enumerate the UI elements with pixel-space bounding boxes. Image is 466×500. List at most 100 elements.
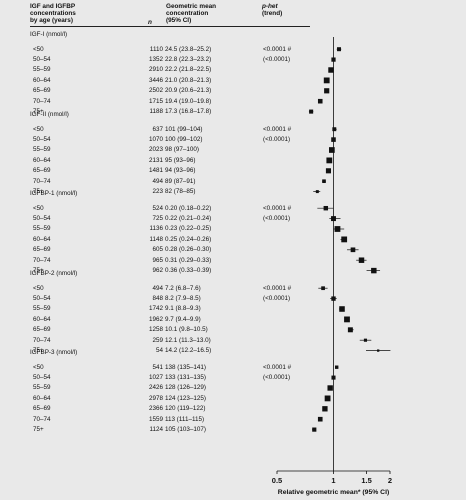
row-ci: 9.1 (8.8–9.3) (165, 305, 201, 313)
row-ci: 9.7 (9.4–9.9) (165, 315, 201, 323)
row-age: 60–64 (33, 76, 51, 84)
row-age: 60–64 (33, 235, 51, 243)
point-marker (344, 316, 350, 323)
point-marker (328, 67, 334, 73)
point-marker (315, 190, 319, 194)
header-col-label-line: IGF and IGFBP (30, 3, 76, 10)
row-age: 55–59 (33, 384, 51, 392)
row-n: 2426 (148, 384, 163, 392)
row-n: 965 (152, 256, 163, 264)
row-n: 605 (152, 246, 163, 254)
point-marker (377, 349, 380, 352)
point-marker (347, 327, 353, 333)
row-age: 65–69 (33, 167, 51, 175)
row-ci: 98 (97–100) (165, 146, 199, 154)
point-marker (312, 427, 317, 432)
point-marker (325, 168, 332, 174)
row-n: 2131 (148, 156, 163, 164)
header-col-label: IGF and IGFBP concentrations by age (yea… (30, 3, 76, 25)
row-age: 65–69 (33, 246, 51, 254)
header-phet-line: (trend) (262, 10, 283, 18)
row-age: 60–64 (33, 315, 51, 323)
row-phet: <0.0001 # (263, 363, 292, 371)
row-age: 60–64 (33, 156, 51, 164)
row-n: 2978 (148, 394, 163, 402)
row-ci: 0.31 (0.29–0.33) (165, 256, 212, 264)
row-ci: 94 (93–96) (165, 167, 196, 175)
group-title: IGFBP-2 (nmol/l) (30, 270, 78, 277)
row-age: 55–59 (33, 146, 51, 154)
row-age: <50 (33, 125, 44, 133)
row-age: 50–54 (33, 215, 51, 222)
row-n: 524 (152, 204, 163, 212)
row-age: <50 (33, 284, 44, 292)
row-age: <50 (33, 363, 44, 371)
point-marker (329, 147, 335, 153)
row-phet: <0.0001 # (263, 284, 292, 292)
point-marker (322, 179, 326, 184)
row-n: 2023 (148, 146, 163, 154)
row-ci: 14.2 (12.2–16.5) (165, 347, 212, 354)
x-tick-label: 2 (388, 476, 392, 485)
row-ci: 10.1 (9.8–10.5) (165, 326, 208, 334)
row-age: 75+ (33, 426, 44, 433)
row-ci: 17.3 (16.8–17.8) (165, 108, 212, 115)
row-n: 494 (152, 284, 163, 292)
row-ptrend: (<0.0001) (263, 215, 291, 222)
x-axis-label: Relative geometric mean* (95% CI) (278, 489, 389, 496)
row-age: 50–54 (33, 295, 51, 302)
row-ci: 0.36 (0.33–0.39) (165, 267, 212, 274)
point-marker (326, 157, 333, 164)
row-ci: 22.8 (22.3–23.2) (165, 56, 212, 63)
row-ptrend: (<0.0001) (263, 56, 291, 63)
row-age: 75+ (33, 108, 44, 115)
row-ptrend: (<0.0001) (263, 136, 291, 143)
row-ci: 20.9 (20.6–21.3) (165, 87, 212, 95)
row-age: 75+ (33, 347, 44, 354)
row-ci: 138 (135–141) (165, 363, 206, 371)
row-phet: <0.0001 # (263, 204, 292, 212)
row-ci: 105 (103–107) (165, 426, 206, 433)
row-n: 1258 (148, 326, 163, 334)
point-marker (337, 47, 342, 52)
row-age: 60–64 (33, 394, 51, 402)
header-ci: Geometric mean concentration (95% CI) (166, 3, 216, 25)
row-ptrend: (<0.0001) (263, 295, 291, 302)
row-n: 223 (152, 188, 163, 195)
point-marker (322, 406, 328, 412)
row-n: 1148 (149, 235, 163, 243)
row-n: 1742 (148, 305, 163, 313)
row-n: 1352 (148, 56, 163, 63)
x-tick-label: 1.5 (361, 476, 371, 485)
row-age: <50 (33, 204, 44, 212)
row-age: 65–69 (33, 326, 51, 334)
row-ci: 24.5 (23.8–25.2) (165, 45, 212, 53)
point-marker (327, 385, 333, 391)
point-marker (371, 267, 377, 274)
row-age: 70–74 (33, 256, 51, 264)
point-marker (350, 247, 356, 253)
row-age: 55–59 (33, 305, 51, 313)
row-n: 725 (152, 215, 163, 222)
row-age: 55–59 (33, 66, 51, 74)
header-col-label-line: by age (years) (30, 17, 73, 25)
row-n: 1481 (148, 167, 163, 175)
row-ci: 22.2 (21.8–22.5) (165, 66, 212, 74)
row-ci: 0.23 (0.22–0.25) (165, 225, 212, 233)
row-n: 259 (152, 336, 163, 344)
row-ci: 0.22 (0.21–0.24) (165, 215, 212, 222)
group-title: IGF-I (nmol/l) (30, 31, 68, 38)
point-marker (324, 88, 330, 94)
point-marker (339, 306, 345, 312)
row-ptrend: (<0.0001) (263, 374, 291, 381)
point-marker (317, 416, 323, 422)
header-ci-line: concentration (166, 10, 209, 18)
row-age: 75+ (33, 188, 44, 195)
row-ci: 0.28 (0.26–0.30) (165, 246, 212, 254)
row-n: 1962 (148, 315, 163, 323)
row-n: 962 (152, 267, 163, 274)
row-n: 1559 (148, 415, 163, 423)
header-rule (30, 26, 310, 27)
row-ci: 133 (131–135) (165, 374, 206, 381)
point-marker (323, 77, 330, 84)
